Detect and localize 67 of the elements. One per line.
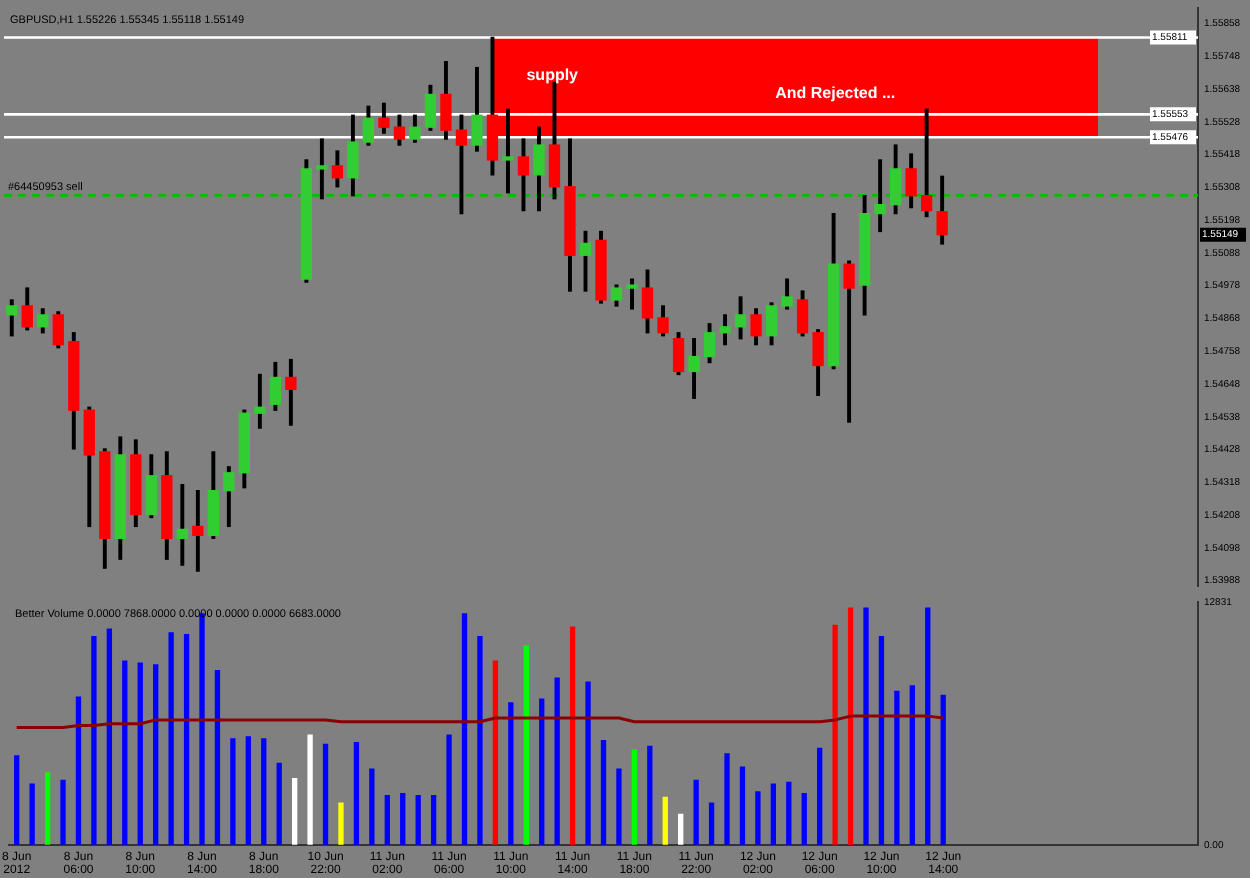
bar [430, 794, 437, 845]
bar [909, 685, 915, 845]
bar [523, 645, 529, 845]
bar [446, 734, 452, 845]
bar [230, 738, 236, 845]
annotation: And Rejected ... [775, 83, 896, 102]
bar [245, 736, 251, 845]
bar [153, 664, 159, 845]
bar [539, 698, 545, 845]
bar [461, 613, 468, 845]
bar [894, 690, 900, 845]
bar [338, 802, 344, 845]
bar [199, 613, 205, 845]
bar [214, 670, 221, 845]
bar [755, 791, 761, 845]
band-label: supply [526, 65, 580, 84]
bar [307, 734, 313, 845]
bar [91, 635, 97, 845]
bar [678, 813, 684, 845]
bar [44, 772, 51, 845]
bar [940, 694, 946, 845]
bar [847, 607, 854, 845]
bar [122, 660, 128, 845]
candlestick [192, 490, 204, 572]
bar [29, 783, 35, 845]
bar [832, 624, 838, 845]
bar [878, 635, 885, 845]
bar [477, 635, 483, 845]
bar [322, 743, 329, 845]
bar [353, 741, 360, 845]
bar [770, 783, 777, 845]
candlestick [316, 138, 328, 200]
bar [137, 662, 143, 845]
bar [415, 794, 421, 845]
bar [724, 753, 730, 845]
bar [276, 762, 282, 845]
bar [801, 793, 807, 845]
candlestick [176, 484, 188, 566]
bar [616, 768, 622, 845]
bar [739, 766, 746, 845]
bar [631, 749, 638, 845]
bar [106, 628, 113, 845]
bar [75, 696, 82, 845]
bar [585, 681, 591, 845]
bar [647, 745, 653, 845]
bar [400, 793, 406, 845]
bar [693, 779, 699, 845]
bar [863, 607, 869, 845]
bar [168, 632, 174, 845]
bar [492, 660, 499, 845]
bar [817, 747, 823, 845]
bar [662, 796, 668, 845]
bar [384, 794, 390, 845]
bar [708, 802, 715, 845]
bar [508, 702, 514, 845]
bar [14, 755, 20, 845]
bar [569, 626, 576, 845]
bar [925, 607, 931, 845]
bar [292, 777, 298, 845]
bar [369, 768, 375, 845]
candlestick [502, 108, 514, 194]
bar [786, 781, 792, 845]
bar [183, 634, 190, 845]
bar [261, 738, 267, 845]
bar [600, 740, 607, 845]
bar [554, 677, 560, 845]
bar [60, 779, 66, 845]
